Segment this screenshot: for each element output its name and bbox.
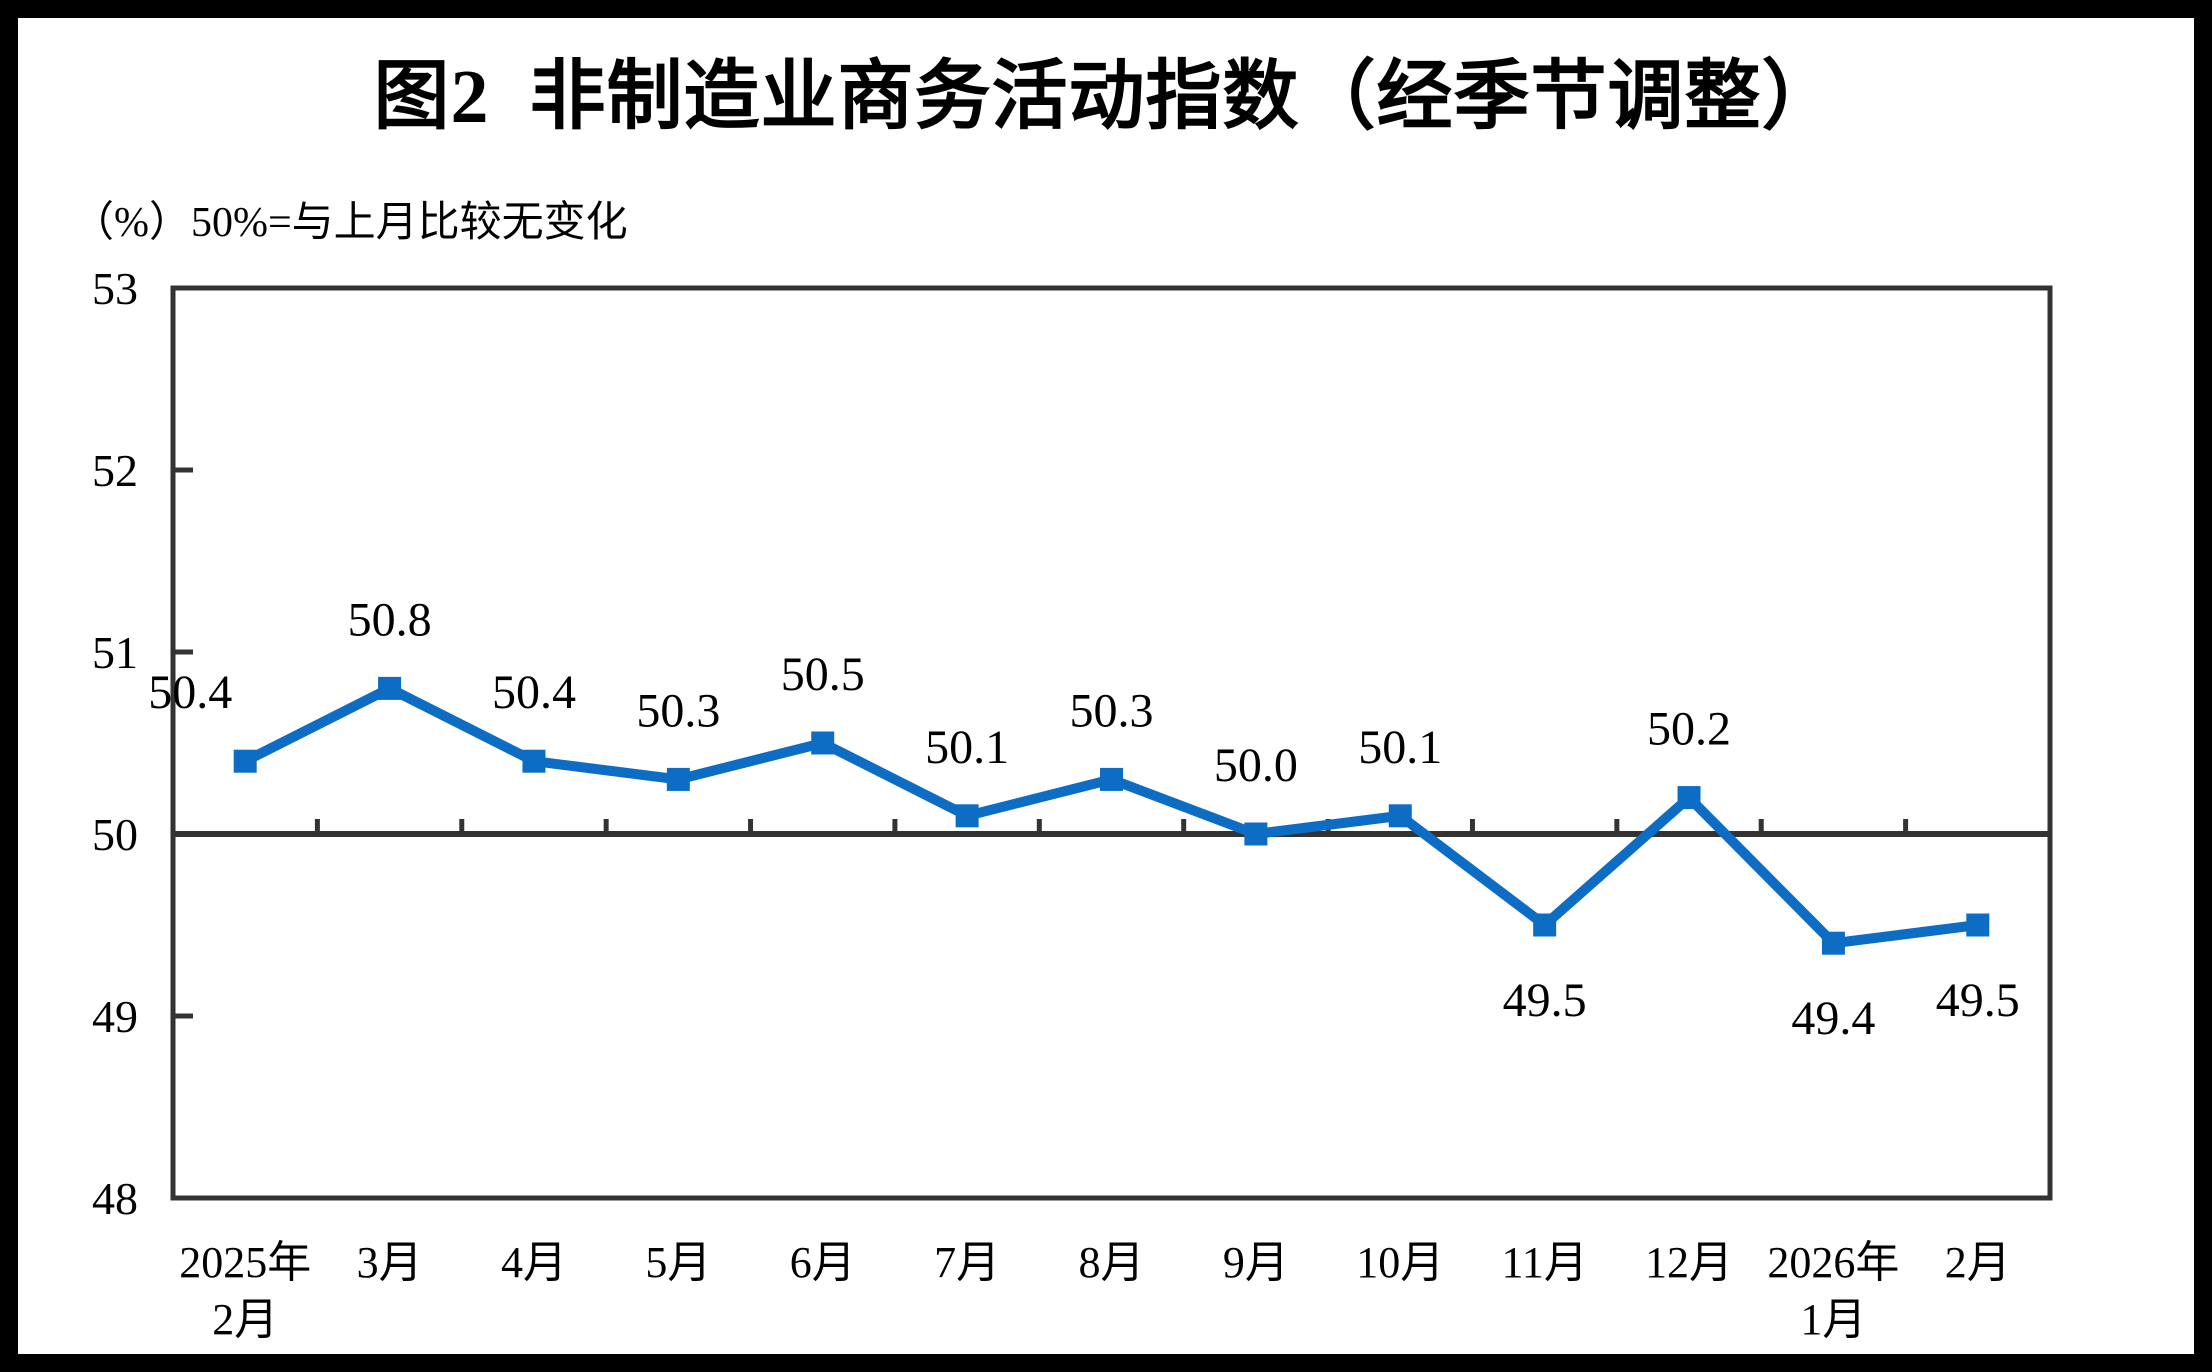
plot-border — [170, 285, 2053, 1201]
x-axis-category-label: 6月 — [790, 1238, 856, 1287]
data-point-marker — [1388, 804, 1412, 828]
data-label: 50.3 — [1070, 684, 1154, 737]
data-point-marker — [1533, 913, 1557, 937]
data-point-marker — [378, 676, 402, 700]
y-axis-tick-label: 53 — [92, 263, 138, 314]
x-axis-category-label: 2025年 — [179, 1238, 311, 1287]
data-label: 50.1 — [925, 721, 1009, 774]
y-axis-tick-label: 51 — [92, 627, 138, 678]
data-point-marker — [811, 731, 835, 755]
data-point-marker — [233, 749, 257, 773]
data-label: 50.5 — [781, 648, 865, 701]
x-axis-category-label: 8月 — [1079, 1238, 1145, 1287]
data-label: 50.0 — [1214, 739, 1298, 792]
x-axis-category-label: 2月 — [1945, 1238, 2011, 1287]
x-axis-category-label: 3月 — [357, 1238, 423, 1287]
y-axis-tick-label: 50 — [92, 809, 138, 860]
x-axis-category-label: 5月 — [645, 1238, 711, 1287]
data-point-marker — [1100, 767, 1123, 791]
axis-unit-note: （%）50%=与上月比较无变化 — [72, 200, 628, 246]
data-point-marker — [522, 749, 546, 773]
data-label: 49.4 — [1791, 992, 1875, 1045]
data-label: 50.4 — [492, 666, 576, 719]
x-axis-category-label: 12月 — [1645, 1238, 1733, 1287]
data-point-marker — [1677, 786, 1701, 810]
x-axis-category-label: 2026年 — [1767, 1238, 1899, 1287]
y-axis-tick-label: 52 — [92, 445, 138, 496]
data-label: 50.4 — [148, 666, 232, 719]
y-axis-tick-label: 49 — [92, 991, 138, 1042]
data-label: 50.3 — [636, 684, 720, 737]
x-axis-category-label: 2月 — [212, 1295, 278, 1344]
y-axis-tick-label: 48 — [92, 1173, 138, 1224]
data-label: 49.5 — [1936, 974, 2020, 1027]
x-axis-category-label: 4月 — [501, 1238, 567, 1287]
x-axis-category-label: 7月 — [934, 1238, 1000, 1287]
data-point-marker — [1244, 822, 1268, 846]
data-label: 50.8 — [348, 593, 432, 646]
data-point-marker — [666, 767, 690, 791]
data-point-marker — [1966, 913, 1990, 937]
x-axis-category-label: 10月 — [1356, 1238, 1444, 1287]
x-axis-category-label: 1月 — [1800, 1295, 1866, 1344]
data-label: 50.1 — [1358, 721, 1442, 774]
data-point-marker — [955, 804, 979, 828]
data-label: 50.2 — [1647, 703, 1731, 756]
data-point-marker — [1821, 931, 1845, 955]
data-label: 49.5 — [1503, 974, 1587, 1027]
x-axis-category-label: 11月 — [1501, 1238, 1587, 1287]
chart-title: 图2 非制造业商务活动指数（经季节调整） — [373, 55, 1839, 139]
x-axis-category-label: 9月 — [1223, 1238, 1289, 1287]
